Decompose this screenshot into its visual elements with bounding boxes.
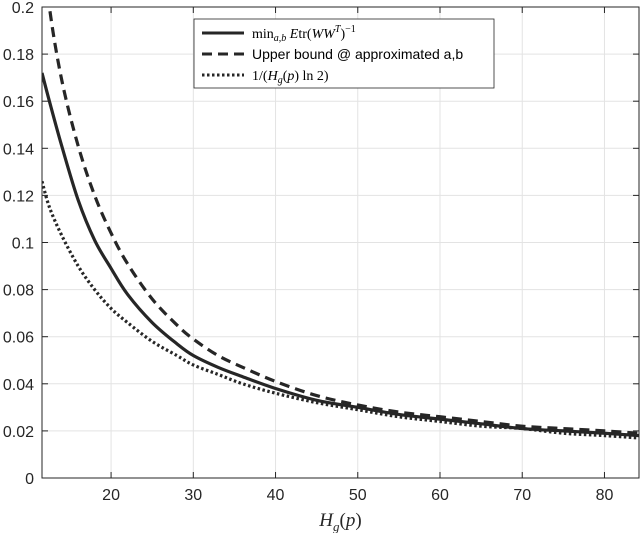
y-tick-label: 0.12 bbox=[3, 188, 34, 205]
series-line-solid bbox=[42, 72, 639, 438]
legend-entry-upper-bound: Upper bound @ approximated a,b bbox=[252, 46, 463, 62]
x-tick-label: 30 bbox=[184, 487, 202, 504]
x-axis-label-p: p bbox=[344, 510, 356, 531]
x-axis-label-sub: g bbox=[333, 519, 340, 533]
x-tick-label: 40 bbox=[267, 487, 285, 504]
y-tick-label: 0.18 bbox=[3, 47, 34, 64]
x-axis-label-arg: ( bbox=[340, 510, 346, 531]
x-axis-label-h: H bbox=[318, 510, 334, 531]
legend-entry-min-trace: mina,b Etr(WWT)−1 bbox=[252, 24, 356, 44]
x-tick-label: 50 bbox=[349, 487, 367, 504]
series-group bbox=[42, 7, 639, 440]
legend: mina,b Etr(WWT)−1 Upper bound @ approxim… bbox=[193, 18, 495, 89]
ticks bbox=[42, 6, 639, 479]
x-axis-label: Hg(p) bbox=[318, 510, 361, 533]
y-tick-label: 0.16 bbox=[3, 94, 34, 111]
y-tick-label: 0.08 bbox=[3, 283, 34, 300]
tick-labels: 20 30 40 50 60 70 80 0 0.02 0.04 0.06 0.08 0.1 0.12 0.… bbox=[3, 0, 614, 504]
x-tick-label: 60 bbox=[431, 487, 449, 504]
x-tick-label: 80 bbox=[596, 487, 614, 504]
y-tick-label: 0.02 bbox=[3, 424, 34, 441]
y-tick-label: 0.1 bbox=[12, 236, 34, 253]
legend-entry-entropy-bound: 1/(Hg(p) ln 2) bbox=[252, 69, 329, 86]
x-tick-label: 70 bbox=[513, 487, 531, 504]
series-line-dashed bbox=[47, 7, 639, 435]
y-tick-label: 0 bbox=[25, 471, 34, 488]
series-line-dotted bbox=[42, 180, 639, 440]
y-tick-label: 0.14 bbox=[3, 141, 34, 158]
y-tick-label: 0.2 bbox=[12, 0, 34, 17]
x-axis-label-close: ) bbox=[355, 510, 361, 531]
y-tick-label: 0.04 bbox=[3, 377, 34, 394]
x-tick-label: 20 bbox=[102, 487, 120, 504]
y-tick-label: 0.06 bbox=[3, 330, 34, 347]
